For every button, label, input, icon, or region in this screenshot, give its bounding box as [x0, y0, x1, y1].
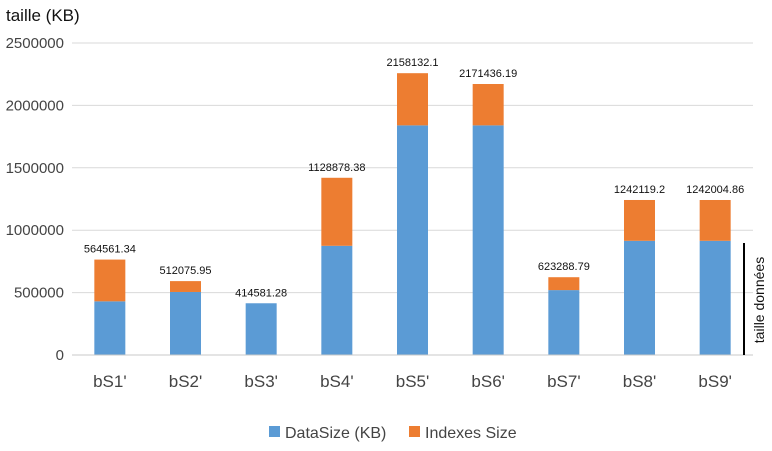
x-tick-label: bS5' [396, 372, 430, 391]
y-tick-label: 1500000 [6, 160, 64, 177]
x-tick-label: bS3' [244, 372, 278, 391]
x-axis-ticks: bS1' bS2' bS3' bS4' bS5' bS6' bS7' bS8' bS9' [93, 372, 732, 391]
x-tick-label: bS2' [169, 372, 203, 391]
bar-datasize-2 [170, 291, 201, 355]
bar-indexes-7 [548, 277, 580, 291]
bar-indexes-6 [472, 84, 504, 126]
y-tick-label: 0 [56, 347, 64, 364]
bar-datasize-4 [321, 245, 353, 355]
legend-label-datasize: DataSize (KB) [285, 425, 386, 442]
x-tick-label: bS1' [93, 372, 127, 391]
y-axis-label: taille (KB) [6, 6, 80, 25]
legend-swatch-datasize [269, 426, 280, 437]
bars [94, 73, 731, 355]
bar-datasize-1 [94, 301, 126, 355]
bar-indexes-1 [94, 259, 126, 302]
y-tick-label: 2500000 [6, 35, 64, 52]
data-label: 512075.95 [160, 265, 212, 277]
x-tick-label: bS6' [471, 372, 505, 391]
data-label: 564561.34 [84, 244, 136, 256]
y-axis-ticks: 0 500000 1000000 1500000 2000000 2500000 [6, 35, 64, 364]
y-tick-label: 2000000 [6, 97, 64, 114]
x-tick-label: bS8' [623, 372, 657, 391]
data-label: 1242119.2 [614, 184, 665, 196]
x-tick-label: bS9' [698, 372, 732, 391]
data-label: 414581.28 [235, 287, 287, 299]
data-label: 2171436.19 [459, 68, 517, 80]
bar-indexes-4 [321, 177, 353, 246]
side-annotation: taille données [751, 257, 767, 343]
y-tick-label: 1000000 [6, 222, 64, 239]
bar-indexes-9 [699, 199, 731, 241]
data-label: 623288.79 [538, 261, 590, 273]
y-tick-label: 500000 [14, 285, 64, 302]
bar-datasize-7 [548, 290, 580, 355]
legend-label-indexes: Indexes Size [425, 425, 517, 442]
x-tick-label: bS4' [320, 372, 354, 391]
data-labels: 564561.34 512075.95 414581.28 1128878.38 215… [84, 57, 744, 299]
bar-indexes-2 [170, 281, 201, 292]
data-label: 1242004.86 [686, 184, 744, 196]
data-label: 2158132.1 [387, 57, 439, 69]
data-label: 1128878.38 [308, 162, 365, 174]
x-tick-label: bS7' [547, 372, 581, 391]
bar-datasize-5 [397, 125, 428, 355]
legend: DataSize (KB) Indexes Size [269, 425, 517, 442]
legend-swatch-indexes [409, 426, 420, 437]
bar-datasize-9 [699, 240, 731, 355]
bar-datasize-8 [624, 240, 655, 355]
bar-indexes-5 [397, 73, 428, 126]
bar-datasize-3 [245, 303, 277, 355]
bar-indexes-8 [624, 199, 655, 241]
bar-datasize-6 [472, 125, 504, 355]
